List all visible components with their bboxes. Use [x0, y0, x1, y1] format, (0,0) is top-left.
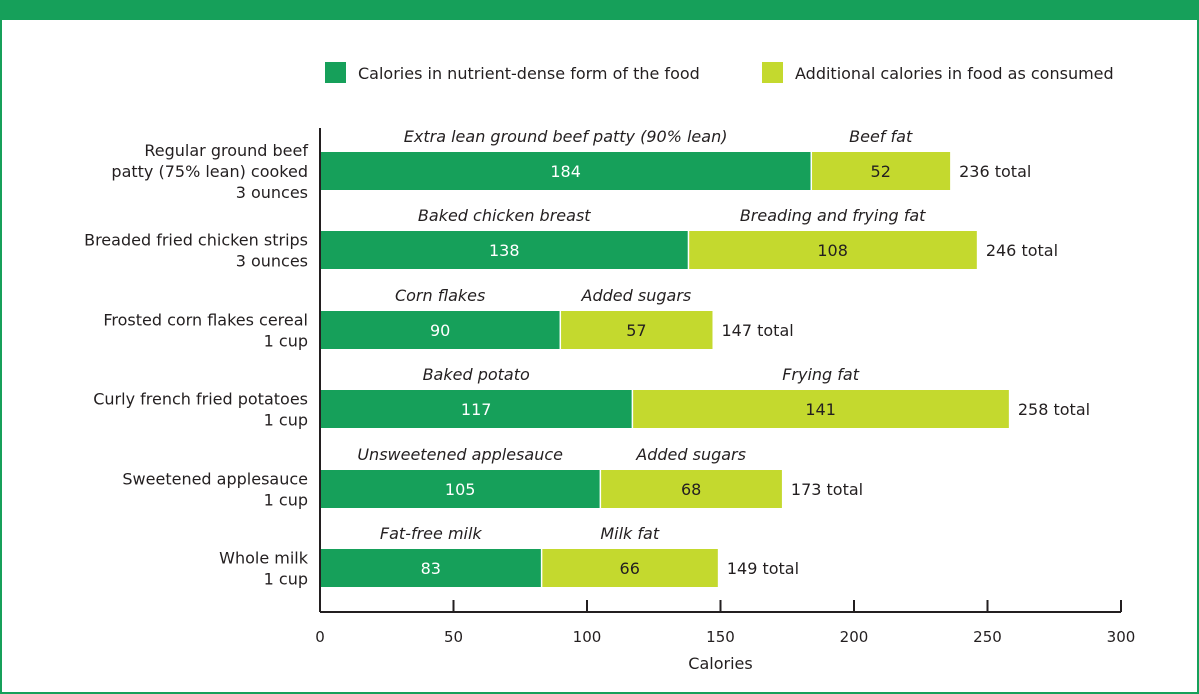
- category-label-3-1: 1 cup: [264, 411, 308, 430]
- bar-extra-2: [560, 311, 713, 349]
- bar-total-3: 258 total: [1018, 400, 1090, 419]
- category-label-0-2: 3 ounces: [236, 183, 308, 202]
- category-label-3-0: Curly french fried potatoes: [93, 390, 308, 409]
- bar-base-value-3: 117: [461, 400, 492, 419]
- x-tick-label-2: 100: [573, 628, 602, 646]
- bar-extra-value-5: 66: [620, 559, 640, 578]
- bar-base-value-0: 184: [550, 162, 581, 181]
- legend-swatch-1: [762, 62, 783, 83]
- bar-base-5: [320, 549, 542, 587]
- bar-extra-label-3: Frying fat: [782, 365, 860, 384]
- bar-extra-value-4: 68: [681, 480, 701, 499]
- bar-extra-5: [541, 549, 718, 587]
- category-label-0-0: Regular ground beef: [144, 141, 308, 160]
- bars-group: 184 52 Extra lean ground beef patty (90% l…: [84, 127, 1090, 589]
- bar-base-label-3: Baked potato: [423, 365, 530, 384]
- x-tick-label-6: 300: [1107, 628, 1136, 646]
- bar-extra-value-3: 141: [805, 400, 836, 419]
- bar-total-5: 149 total: [727, 559, 799, 578]
- x-tick-label-0: 0: [315, 628, 325, 646]
- bar-base-value-5: 83: [421, 559, 441, 578]
- bar-base-value-1: 138: [489, 241, 520, 260]
- category-label-2-1: 1 cup: [264, 332, 308, 351]
- bar-total-2: 147 total: [721, 321, 793, 340]
- x-axis: 0 50 100 150 200 250 300 Calories: [315, 128, 1135, 673]
- bar-extra-3: [632, 390, 1009, 428]
- legend-label-1: Additional calories in food as consumed: [795, 64, 1114, 83]
- category-label-4-1: 1 cup: [264, 491, 308, 510]
- x-tick-label-4: 200: [840, 628, 869, 646]
- bar-extra-label-1: Breading and frying fat: [740, 206, 926, 225]
- bar-total-4: 173 total: [791, 480, 863, 499]
- x-tick-label-3: 150: [706, 628, 735, 646]
- legend: Calories in nutrient-dense form of the f…: [325, 62, 1114, 83]
- bar-extra-value-2: 57: [626, 321, 646, 340]
- top-accent-bar: [0, 0, 1199, 20]
- bar-base-label-2: Corn flakes: [395, 286, 485, 305]
- bar-total-0: 236 total: [959, 162, 1031, 181]
- category-label-1-1: 3 ounces: [236, 252, 308, 271]
- legend-label-0: Calories in nutrient-dense form of the f…: [358, 64, 700, 83]
- bar-extra-label-0: Beef fat: [849, 127, 913, 146]
- bar-base-3: [320, 390, 633, 428]
- bar-base-label-1: Baked chicken breast: [418, 206, 591, 225]
- bar-base-0: [320, 152, 812, 190]
- category-label-0-1: patty (75% lean) cooked: [111, 162, 308, 181]
- category-label-2-0: Frosted corn flakes cereal: [103, 311, 308, 330]
- category-label-5-0: Whole milk: [219, 549, 309, 568]
- bar-base-label-0: Extra lean ground beef patty (90% lean): [404, 127, 728, 146]
- x-tick-label-1: 50: [444, 628, 463, 646]
- bar-extra-label-4: Added sugars: [635, 445, 746, 464]
- x-axis-title: Calories: [688, 654, 752, 673]
- bar-extra-label-5: Milk fat: [600, 524, 659, 543]
- x-tick-label-5: 250: [973, 628, 1002, 646]
- legend-swatch-0: [325, 62, 346, 83]
- bar-base-value-2: 90: [430, 321, 450, 340]
- bar-extra-value-0: 52: [871, 162, 891, 181]
- bar-base-1: [320, 231, 689, 269]
- bar-base-label-4: Unsweetened applesauce: [357, 445, 563, 464]
- category-label-5-1: 1 cup: [264, 570, 308, 589]
- bar-extra-value-1: 108: [817, 241, 848, 260]
- bar-extra-0: [811, 152, 951, 190]
- bar-base-label-5: Fat-free milk: [380, 524, 483, 543]
- bar-base-value-4: 105: [445, 480, 476, 499]
- bar-base-4: [320, 470, 601, 508]
- bar-extra-label-2: Added sugars: [581, 286, 692, 305]
- category-label-1-0: Breaded fried chicken strips: [84, 231, 308, 250]
- bar-extra-4: [600, 470, 782, 508]
- bar-base-2: [320, 311, 561, 349]
- category-label-4-0: Sweetened applesauce: [122, 470, 308, 489]
- bar-extra-1: [688, 231, 977, 269]
- bar-total-1: 246 total: [986, 241, 1058, 260]
